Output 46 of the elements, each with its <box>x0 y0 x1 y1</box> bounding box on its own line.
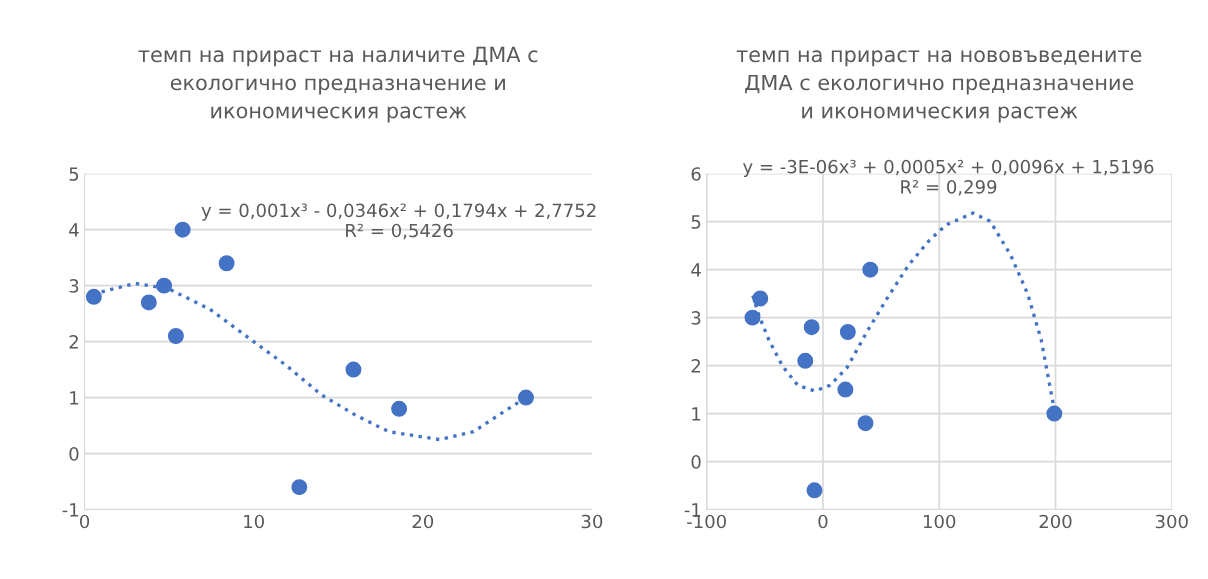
x-tick-label: 200 <box>1039 514 1072 529</box>
point <box>174 221 191 238</box>
x-tick-label: 20 <box>412 514 434 529</box>
point <box>1046 405 1063 422</box>
chart-title: темп на прираст на нововъведените ДМА с екологично предназначение и икономическия растеж <box>736 50 1142 123</box>
y-tick-label: 2 <box>691 359 701 373</box>
y-tick-label: 5 <box>69 167 79 181</box>
y-tick-label: 2 <box>69 335 78 349</box>
point <box>837 381 854 398</box>
y-tick-label: 1 <box>70 391 79 405</box>
y-tick-label: 3 <box>69 279 79 293</box>
point <box>857 415 874 432</box>
point <box>218 255 235 272</box>
point <box>839 324 856 340</box>
point <box>167 328 184 344</box>
y-tick-label: -1 <box>62 503 79 517</box>
point <box>291 479 308 496</box>
y-tick-label: 5 <box>691 215 701 229</box>
x-tick-label: 0 <box>818 514 828 529</box>
x-tick-label: 0 <box>80 514 90 529</box>
point <box>391 400 408 417</box>
annotation: y = -3E-06x³ + 0,0005x² + 0,0096x + 1,5196 R² = 0,299 <box>743 159 1154 196</box>
x-tick-label: 30 <box>581 514 603 529</box>
y-tick-label: 6 <box>691 167 701 181</box>
point <box>517 389 534 406</box>
point <box>85 288 102 305</box>
y-tick-label: 3 <box>691 311 701 325</box>
point <box>140 294 157 311</box>
y-tick-label: 0 <box>69 447 79 461</box>
point <box>156 277 173 294</box>
y-tick-label: 4 <box>691 263 701 277</box>
x-tick-label: 100 <box>923 514 956 529</box>
y-tick-label: 0 <box>691 455 701 469</box>
point <box>345 361 362 378</box>
y-tick-label: 4 <box>69 223 79 237</box>
chart-title: темп на прираст на наличите ДМА с екологично предназначение и икономическия растеж <box>138 46 538 123</box>
point <box>803 319 820 336</box>
point <box>752 290 769 307</box>
point <box>862 261 879 278</box>
point <box>744 309 761 326</box>
x-tick-label: 300 <box>1155 514 1188 529</box>
point <box>797 352 814 369</box>
annotation: y = 0,001x³ - 0,0346x² + 0,1794x + 2,7752 R² = 0,5426 <box>201 203 596 240</box>
x-tick-label: 10 <box>244 514 264 529</box>
y-tick-label: 1 <box>692 407 701 421</box>
point <box>806 482 823 499</box>
